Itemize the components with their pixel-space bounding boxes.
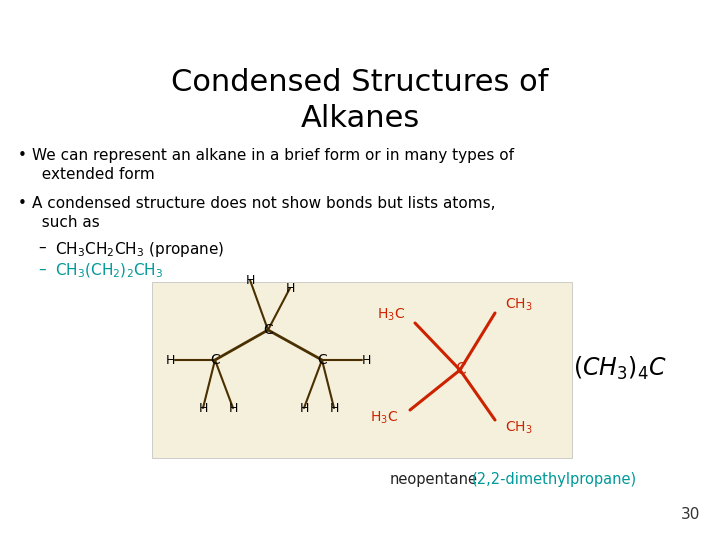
Text: H: H	[246, 273, 255, 287]
Text: –: –	[38, 262, 45, 277]
Text: H: H	[166, 354, 175, 367]
Text: $(CH_3)_4C$: $(CH_3)_4C$	[573, 354, 667, 382]
Text: We can represent an alkane in a brief form or in many types of
  extended form: We can represent an alkane in a brief fo…	[32, 148, 514, 182]
Text: Condensed Structures of
Alkanes: Condensed Structures of Alkanes	[171, 68, 549, 133]
Text: C: C	[210, 353, 220, 367]
Text: •: •	[18, 148, 27, 163]
Text: H: H	[300, 402, 309, 415]
Text: C: C	[317, 353, 327, 367]
Text: $\mathregular{CH_3CH_2CH_3}$ (propane): $\mathregular{CH_3CH_2CH_3}$ (propane)	[55, 240, 224, 259]
Text: 30: 30	[680, 507, 700, 522]
Text: $\mathregular{CH_3}$: $\mathregular{CH_3}$	[505, 420, 533, 436]
Bar	[152, 282, 572, 458]
Text: $\mathregular{H_3C}$: $\mathregular{H_3C}$	[370, 410, 398, 426]
Text: H: H	[329, 402, 338, 415]
Text: (2,2-dimethylpropane): (2,2-dimethylpropane)	[472, 472, 637, 487]
Text: H: H	[285, 281, 294, 294]
Text: –: –	[38, 240, 45, 255]
Text: H: H	[362, 354, 372, 367]
Text: C: C	[455, 362, 465, 377]
Text: A condensed structure does not show bonds but lists atoms,
  such as: A condensed structure does not show bond…	[32, 196, 495, 230]
Text: •: •	[18, 196, 27, 211]
Text: H: H	[198, 402, 207, 415]
Text: H: H	[228, 402, 238, 415]
Text: $\mathregular{H_3C}$: $\mathregular{H_3C}$	[377, 307, 405, 323]
Text: C: C	[263, 323, 273, 337]
Text: $\mathregular{CH_3}$: $\mathregular{CH_3}$	[505, 297, 533, 313]
Text: neopentane: neopentane	[390, 472, 478, 487]
Text: $\mathregular{CH_3(CH_2)_2CH_3}$: $\mathregular{CH_3(CH_2)_2CH_3}$	[55, 262, 163, 280]
